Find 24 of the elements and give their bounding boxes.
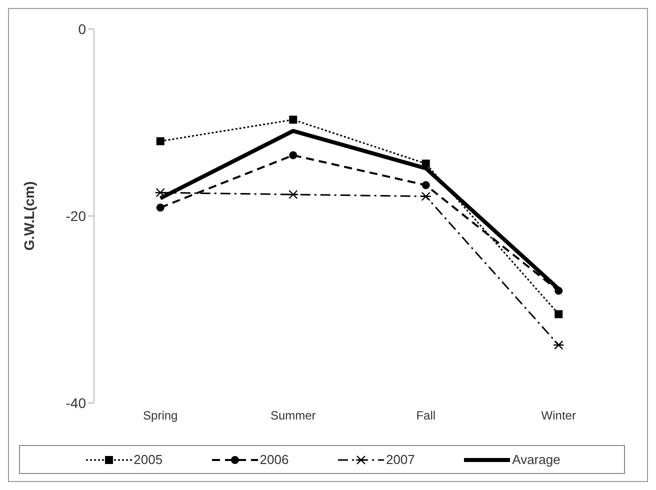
legend-label: 2006 [260,452,289,467]
point [553,340,564,350]
point [289,151,298,160]
point [554,286,563,295]
point [420,192,432,201]
legend-label: 2007 [386,452,415,467]
point [289,116,298,124]
point [156,137,164,146]
point [554,310,563,318]
point [156,204,164,212]
legend-label: Avarage [512,452,560,467]
point [288,190,299,200]
x-tick-label: Summer [270,408,316,423]
point [422,181,430,190]
point [422,160,430,168]
y-tick-label: -40 [66,394,86,411]
x-tick-label: Spring [143,408,178,423]
point [154,188,166,198]
y-axis-title: G.W.L(cm) [20,181,37,251]
x-tick-label: Winter [541,408,576,423]
legend-label: 2005 [134,452,163,467]
y-tick-label: 0 [78,20,86,37]
x-tick-label: Fall [416,408,436,423]
y-tick-label: -20 [66,208,86,224]
